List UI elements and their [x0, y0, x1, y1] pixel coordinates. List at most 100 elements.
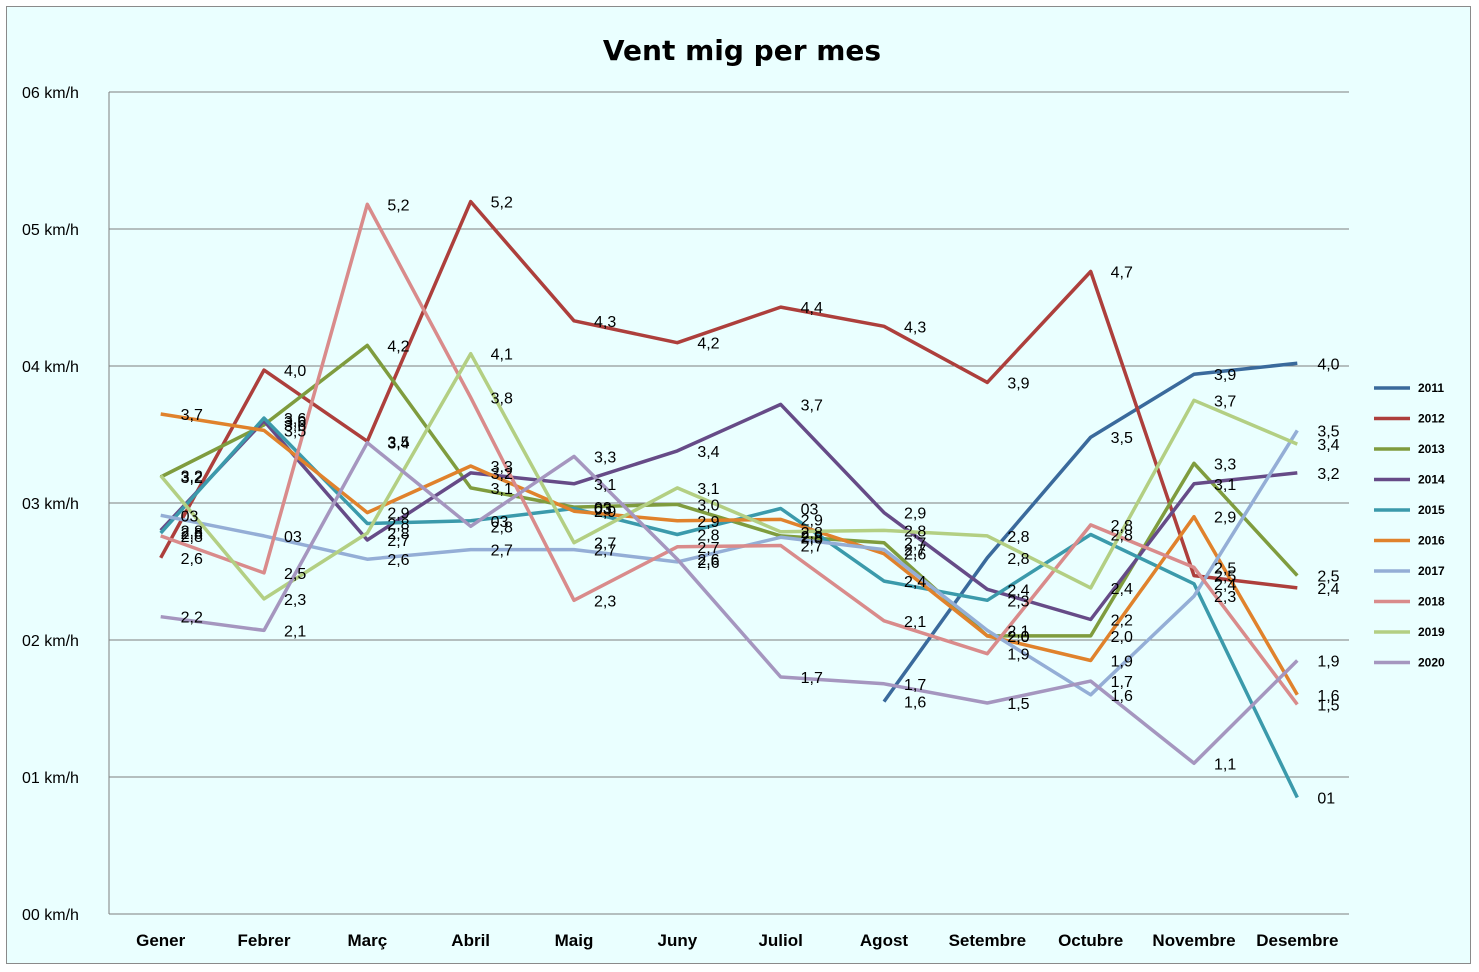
- y-tick-label: 03 km/h: [22, 496, 79, 513]
- data-label: 3,9: [1214, 367, 1236, 384]
- x-tick-label: Juliol: [758, 931, 802, 950]
- data-label: 2,8: [697, 528, 719, 545]
- data-label: 2,6: [697, 552, 719, 569]
- x-tick-label: Juny: [657, 931, 697, 950]
- data-label: 2,8: [1007, 529, 1029, 546]
- data-label: 2,9: [697, 514, 719, 531]
- data-label: 3,7: [801, 397, 823, 414]
- data-label: 2,1: [284, 623, 306, 640]
- x-tick-label: Desembre: [1256, 931, 1338, 950]
- data-label: 2,6: [181, 551, 203, 568]
- data-label: 2,1: [1007, 623, 1029, 640]
- data-label: 4,1: [491, 347, 513, 364]
- x-tick-label: Gener: [136, 931, 186, 950]
- data-label: 3,4: [1317, 437, 1339, 454]
- data-label: 3,2: [181, 469, 203, 486]
- data-label: 5,2: [387, 197, 409, 214]
- data-label: 2,4: [904, 574, 926, 591]
- data-label: 3,5: [1317, 423, 1339, 440]
- data-label: 2,6: [904, 547, 926, 564]
- data-label: 2,7: [801, 538, 823, 555]
- data-label: 3,2: [491, 466, 513, 483]
- x-tick-label: Març: [347, 931, 387, 950]
- data-label: 2,9: [801, 512, 823, 529]
- data-label: 1,6: [1317, 688, 1339, 705]
- data-label: 2,8: [181, 523, 203, 540]
- data-label: 3,4: [387, 436, 409, 453]
- data-label: 2,7: [387, 533, 409, 550]
- data-label: 2,9: [594, 504, 616, 521]
- x-tick-label: Febrer: [238, 931, 291, 950]
- data-label: 03: [594, 501, 612, 518]
- series-line-2012: [159, 199, 1298, 590]
- y-tick-label: 06 km/h: [22, 85, 79, 102]
- data-label: 4,0: [284, 363, 306, 380]
- x-tick-label: Novembre: [1152, 931, 1235, 950]
- data-label: 4,7: [1111, 264, 1133, 281]
- series-line-2017: [160, 429, 1299, 697]
- data-label: 2,4: [1007, 582, 1029, 599]
- legend-label-2020: 2020: [1418, 656, 1445, 670]
- data-label: 2,4: [1111, 581, 1133, 598]
- data-label: 3,3: [594, 449, 616, 466]
- y-tick-label: 00 km/h: [22, 907, 79, 924]
- data-label: 2,8: [1111, 518, 1133, 535]
- data-label: 2,3: [1214, 589, 1236, 606]
- data-label: 1,7: [904, 677, 926, 694]
- data-label: 2,0: [1111, 629, 1133, 646]
- y-axis-ticks: 00 km/h 01 km/h 02 km/h 03 km/h 04 km/h 05 km…: [22, 85, 79, 924]
- legend-label-2012: 2012: [1418, 412, 1445, 426]
- legend-label-2016: 2016: [1418, 534, 1445, 548]
- data-label: 1,5: [1007, 696, 1029, 713]
- data-label: 2,8: [1111, 528, 1133, 545]
- data-label: 2,8: [801, 529, 823, 546]
- data-label: 01: [1317, 791, 1335, 808]
- y-tick-label: 01 km/h: [22, 770, 79, 787]
- data-label: 3,8: [491, 391, 513, 408]
- data-label: 2,5: [284, 566, 306, 583]
- data-label: 3,1: [491, 481, 513, 498]
- data-label: 1,9: [1007, 647, 1029, 664]
- gridlines: [108, 91, 1349, 915]
- legend-label-2019: 2019: [1418, 625, 1445, 639]
- data-label: 2,8: [904, 523, 926, 540]
- data-label: 2,8: [181, 529, 203, 546]
- legend-label-2015: 2015: [1418, 503, 1445, 517]
- data-label: 03: [181, 508, 199, 525]
- data-label: 3,3: [1214, 456, 1236, 473]
- x-tick-label: Octubre: [1058, 931, 1123, 950]
- data-label: 3,6: [284, 418, 306, 435]
- data-label: 2,7: [697, 540, 719, 557]
- data-label: 2,3: [1007, 593, 1029, 610]
- data-label: 3,9: [1007, 375, 1029, 392]
- data-label: 3,6: [284, 414, 306, 431]
- x-tick-label: Agost: [860, 931, 909, 950]
- data-label: 2,7: [904, 543, 926, 560]
- y-tick-label: 04 km/h: [22, 359, 79, 376]
- data-label: 2,8: [491, 519, 513, 536]
- series-line-2018: [160, 202, 1299, 706]
- data-label: 3,6: [284, 411, 306, 428]
- data-label: 2,8: [801, 530, 823, 547]
- series-line-2019: [159, 351, 1298, 601]
- data-label: 3,0: [697, 497, 719, 514]
- series-line-2014: [159, 402, 1298, 622]
- legend-label-2011: 2011: [1418, 381, 1444, 395]
- data-label: 2,6: [387, 552, 409, 569]
- y-tick-label: 05 km/h: [22, 222, 79, 239]
- data-label: 2,0: [1007, 629, 1029, 646]
- data-label: 03: [801, 501, 819, 518]
- data-label: 3,5: [284, 423, 306, 440]
- data-label: 1,9: [1111, 654, 1133, 671]
- legend-label-2013: 2013: [1418, 442, 1445, 456]
- series-line-2020: [160, 440, 1299, 766]
- data-label: 2,4: [1214, 577, 1236, 594]
- data-label: 2,9: [387, 506, 409, 523]
- data-label: 2,3: [594, 593, 616, 610]
- data-label: 4,0: [1317, 356, 1339, 373]
- x-tick-label: Abril: [451, 931, 490, 950]
- data-label: 3,7: [181, 407, 203, 424]
- data-label: 2,9: [1214, 510, 1236, 527]
- data-label: 1,1: [1214, 756, 1236, 773]
- data-label: 2,8: [387, 517, 409, 534]
